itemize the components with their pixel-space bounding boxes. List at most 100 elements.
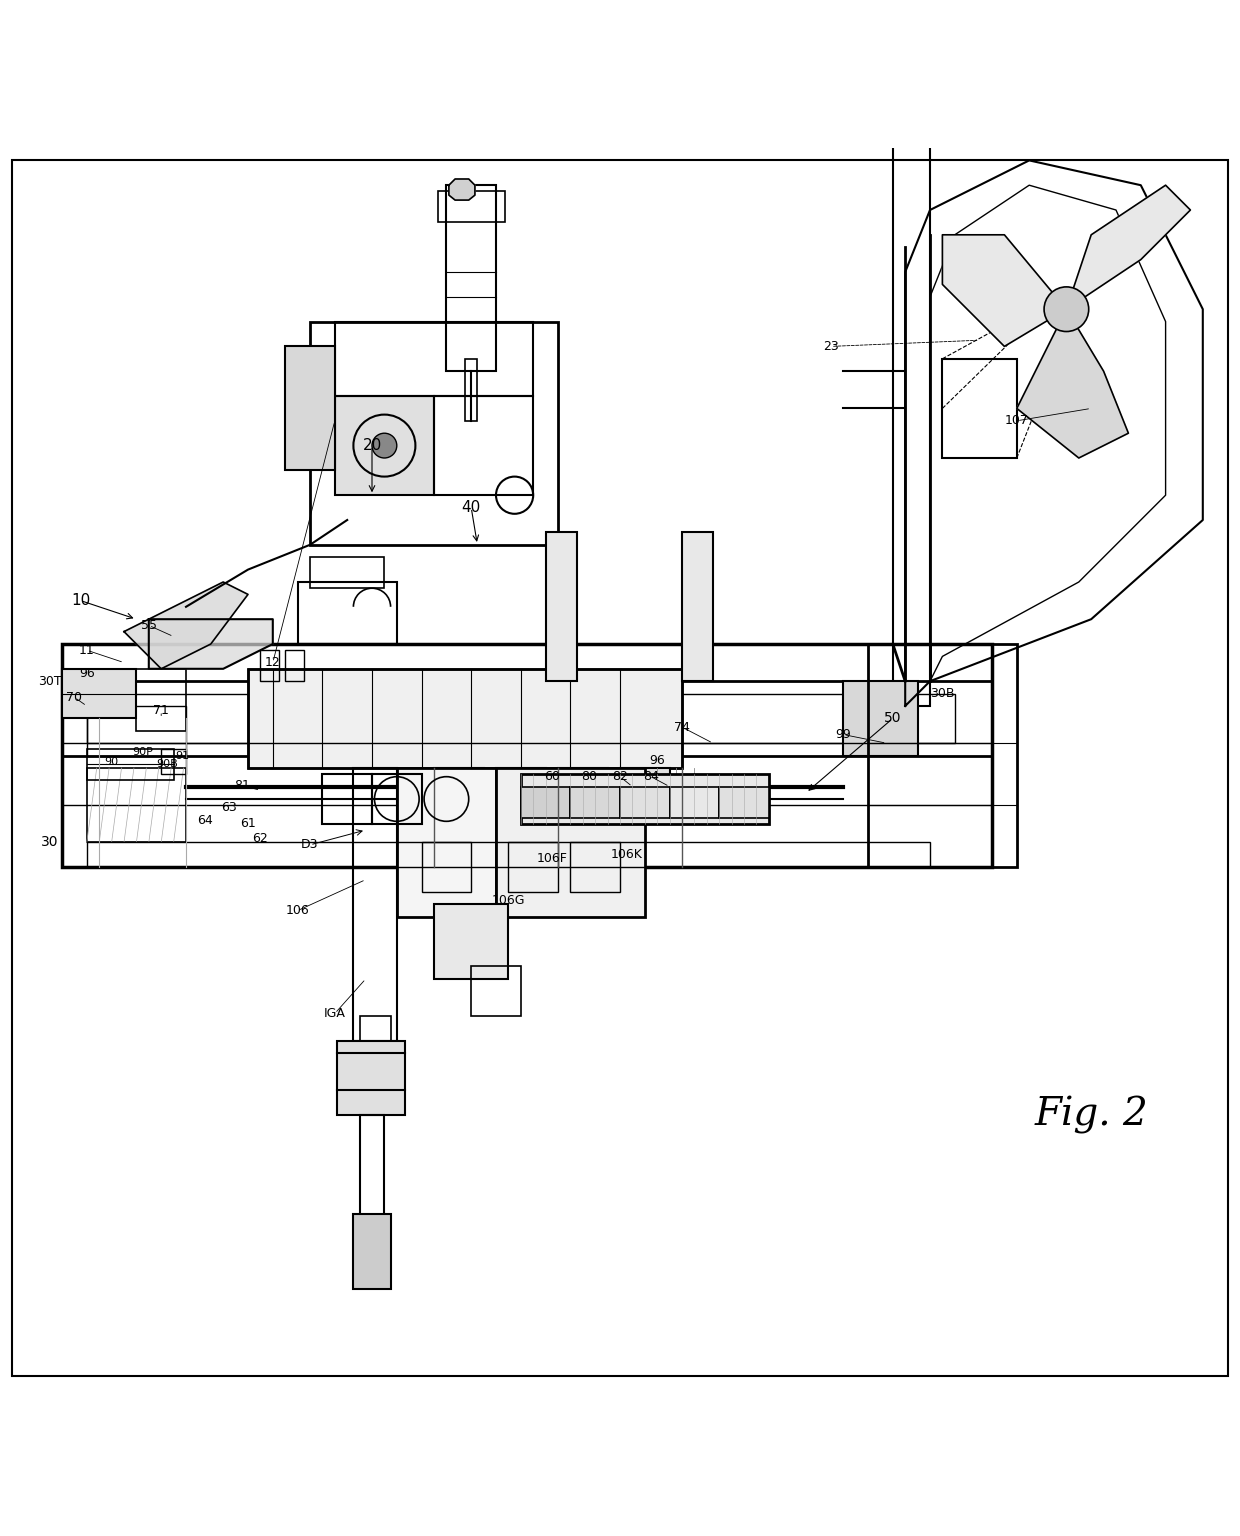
Text: 96: 96 (650, 754, 665, 766)
Text: 50: 50 (884, 711, 901, 725)
Text: 61: 61 (241, 817, 255, 831)
Text: 40: 40 (461, 501, 481, 515)
Text: D3: D3 (301, 839, 319, 851)
Text: 30B: 30B (930, 687, 955, 700)
Text: Fig. 2: Fig. 2 (1034, 1097, 1148, 1134)
Bar (546, 533, 577, 680)
Polygon shape (124, 582, 248, 668)
Bar (62, 668, 136, 719)
Text: 74: 74 (675, 720, 689, 734)
Text: 106F: 106F (537, 852, 567, 865)
Bar (335, 396, 434, 495)
Polygon shape (1017, 309, 1128, 458)
Bar (496, 768, 645, 917)
Text: 106K: 106K (610, 848, 642, 862)
Text: 12: 12 (265, 656, 280, 670)
Bar (353, 1215, 391, 1289)
Bar (397, 768, 496, 917)
Bar (438, 192, 505, 223)
Polygon shape (449, 180, 475, 200)
Bar (434, 905, 508, 978)
Bar (87, 694, 955, 743)
Bar (446, 186, 496, 372)
Text: 11: 11 (79, 644, 94, 657)
Bar (670, 786, 719, 817)
Text: 96: 96 (79, 667, 94, 680)
Polygon shape (149, 619, 273, 668)
Bar (335, 321, 533, 396)
Circle shape (372, 433, 397, 458)
Bar (310, 321, 558, 545)
Bar (310, 558, 384, 588)
Bar (620, 768, 670, 805)
Bar (353, 768, 397, 1041)
Polygon shape (1066, 186, 1190, 309)
Text: IGA: IGA (324, 1008, 346, 1020)
Bar (422, 842, 471, 892)
Text: 23: 23 (823, 339, 838, 353)
Bar (372, 774, 422, 823)
Text: 10: 10 (71, 593, 91, 608)
Bar (620, 786, 670, 817)
Polygon shape (942, 235, 1066, 347)
Bar (322, 774, 372, 823)
Text: 99: 99 (836, 728, 851, 740)
Text: 80: 80 (582, 770, 596, 783)
Bar (434, 768, 484, 805)
Bar (248, 668, 682, 768)
Text: 64: 64 (197, 814, 212, 826)
Text: 62: 62 (253, 833, 268, 845)
Bar (570, 786, 620, 817)
Circle shape (1044, 287, 1089, 332)
Bar (434, 396, 533, 495)
Bar (248, 668, 682, 768)
Bar (893, 86, 930, 707)
Bar (471, 966, 521, 1015)
Text: 90B: 90B (156, 759, 179, 770)
Bar (496, 768, 546, 805)
Text: 81: 81 (234, 779, 249, 793)
Text: 70: 70 (67, 691, 82, 703)
Text: 84: 84 (644, 770, 658, 783)
Bar (161, 750, 186, 774)
Text: 30T: 30T (37, 674, 62, 688)
Bar (87, 768, 186, 842)
Bar (260, 650, 279, 680)
Text: 63: 63 (222, 802, 237, 814)
Bar (87, 707, 186, 756)
Text: 90P: 90P (133, 746, 153, 757)
Bar (87, 750, 174, 780)
Text: 55: 55 (141, 619, 156, 631)
Bar (843, 680, 918, 756)
Text: 71: 71 (154, 705, 169, 717)
Bar (360, 1015, 391, 1066)
Text: 90: 90 (104, 757, 119, 766)
Bar (87, 842, 930, 868)
Bar (337, 1041, 405, 1115)
Bar (942, 359, 1017, 458)
Text: 60: 60 (544, 770, 559, 783)
Bar (868, 644, 1017, 868)
Text: 106: 106 (285, 905, 310, 917)
Text: 91: 91 (175, 751, 190, 760)
Bar (136, 668, 186, 731)
Bar (521, 774, 769, 823)
Bar (508, 842, 558, 892)
Text: 106G: 106G (491, 894, 526, 908)
Bar (285, 347, 335, 470)
Bar (682, 533, 713, 680)
Bar (719, 786, 769, 817)
Text: 20: 20 (362, 438, 382, 453)
Bar (570, 842, 620, 892)
Bar (558, 768, 608, 805)
Bar (62, 680, 992, 756)
Text: 82: 82 (613, 770, 627, 783)
Text: 107: 107 (1004, 415, 1029, 427)
Bar (62, 644, 992, 868)
Bar (285, 650, 304, 680)
Bar (521, 786, 570, 817)
Bar (465, 359, 477, 421)
Bar (360, 1115, 384, 1240)
Text: 30: 30 (41, 836, 58, 849)
Bar (298, 582, 397, 644)
